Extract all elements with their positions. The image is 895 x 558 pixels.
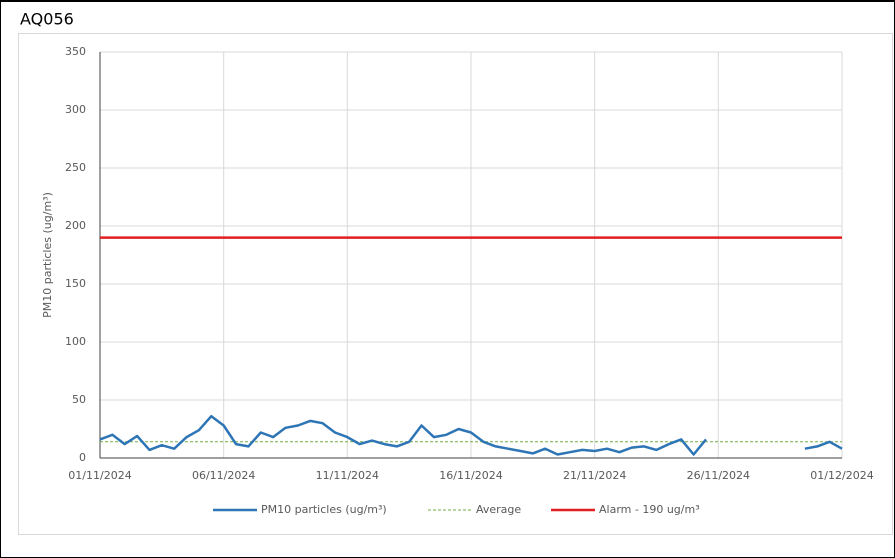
x-tick-label: 01/11/2024	[68, 469, 131, 482]
y-axis-label: PM10 particles (ug/m³)	[41, 192, 54, 318]
y-tick-label: 250	[65, 161, 86, 174]
x-tick-label: 06/11/2024	[192, 469, 255, 482]
y-tick-label: 350	[65, 45, 86, 58]
y-tick-label: 150	[65, 277, 86, 290]
y-tick-label: 100	[65, 335, 86, 348]
x-tick-label: 26/11/2024	[687, 469, 750, 482]
data-line	[99, 414, 707, 456]
x-tick-label: 01/12/2024	[810, 469, 873, 482]
legend-label: Alarm - 190 ug/m³	[599, 503, 700, 516]
y-tick-label: 300	[65, 103, 86, 116]
y-tick-label: 0	[79, 451, 86, 464]
data-line	[804, 440, 843, 450]
y-tick-label: 50	[72, 393, 86, 406]
legend-label: Average	[476, 503, 521, 516]
page-title: AQ056	[20, 10, 74, 29]
y-tick-label: 200	[65, 219, 86, 232]
x-tick-label: 11/11/2024	[316, 469, 379, 482]
x-tick-label: 16/11/2024	[439, 469, 502, 482]
legend-label: PM10 particles (ug/m³)	[261, 503, 387, 516]
x-tick-label: 21/11/2024	[563, 469, 626, 482]
